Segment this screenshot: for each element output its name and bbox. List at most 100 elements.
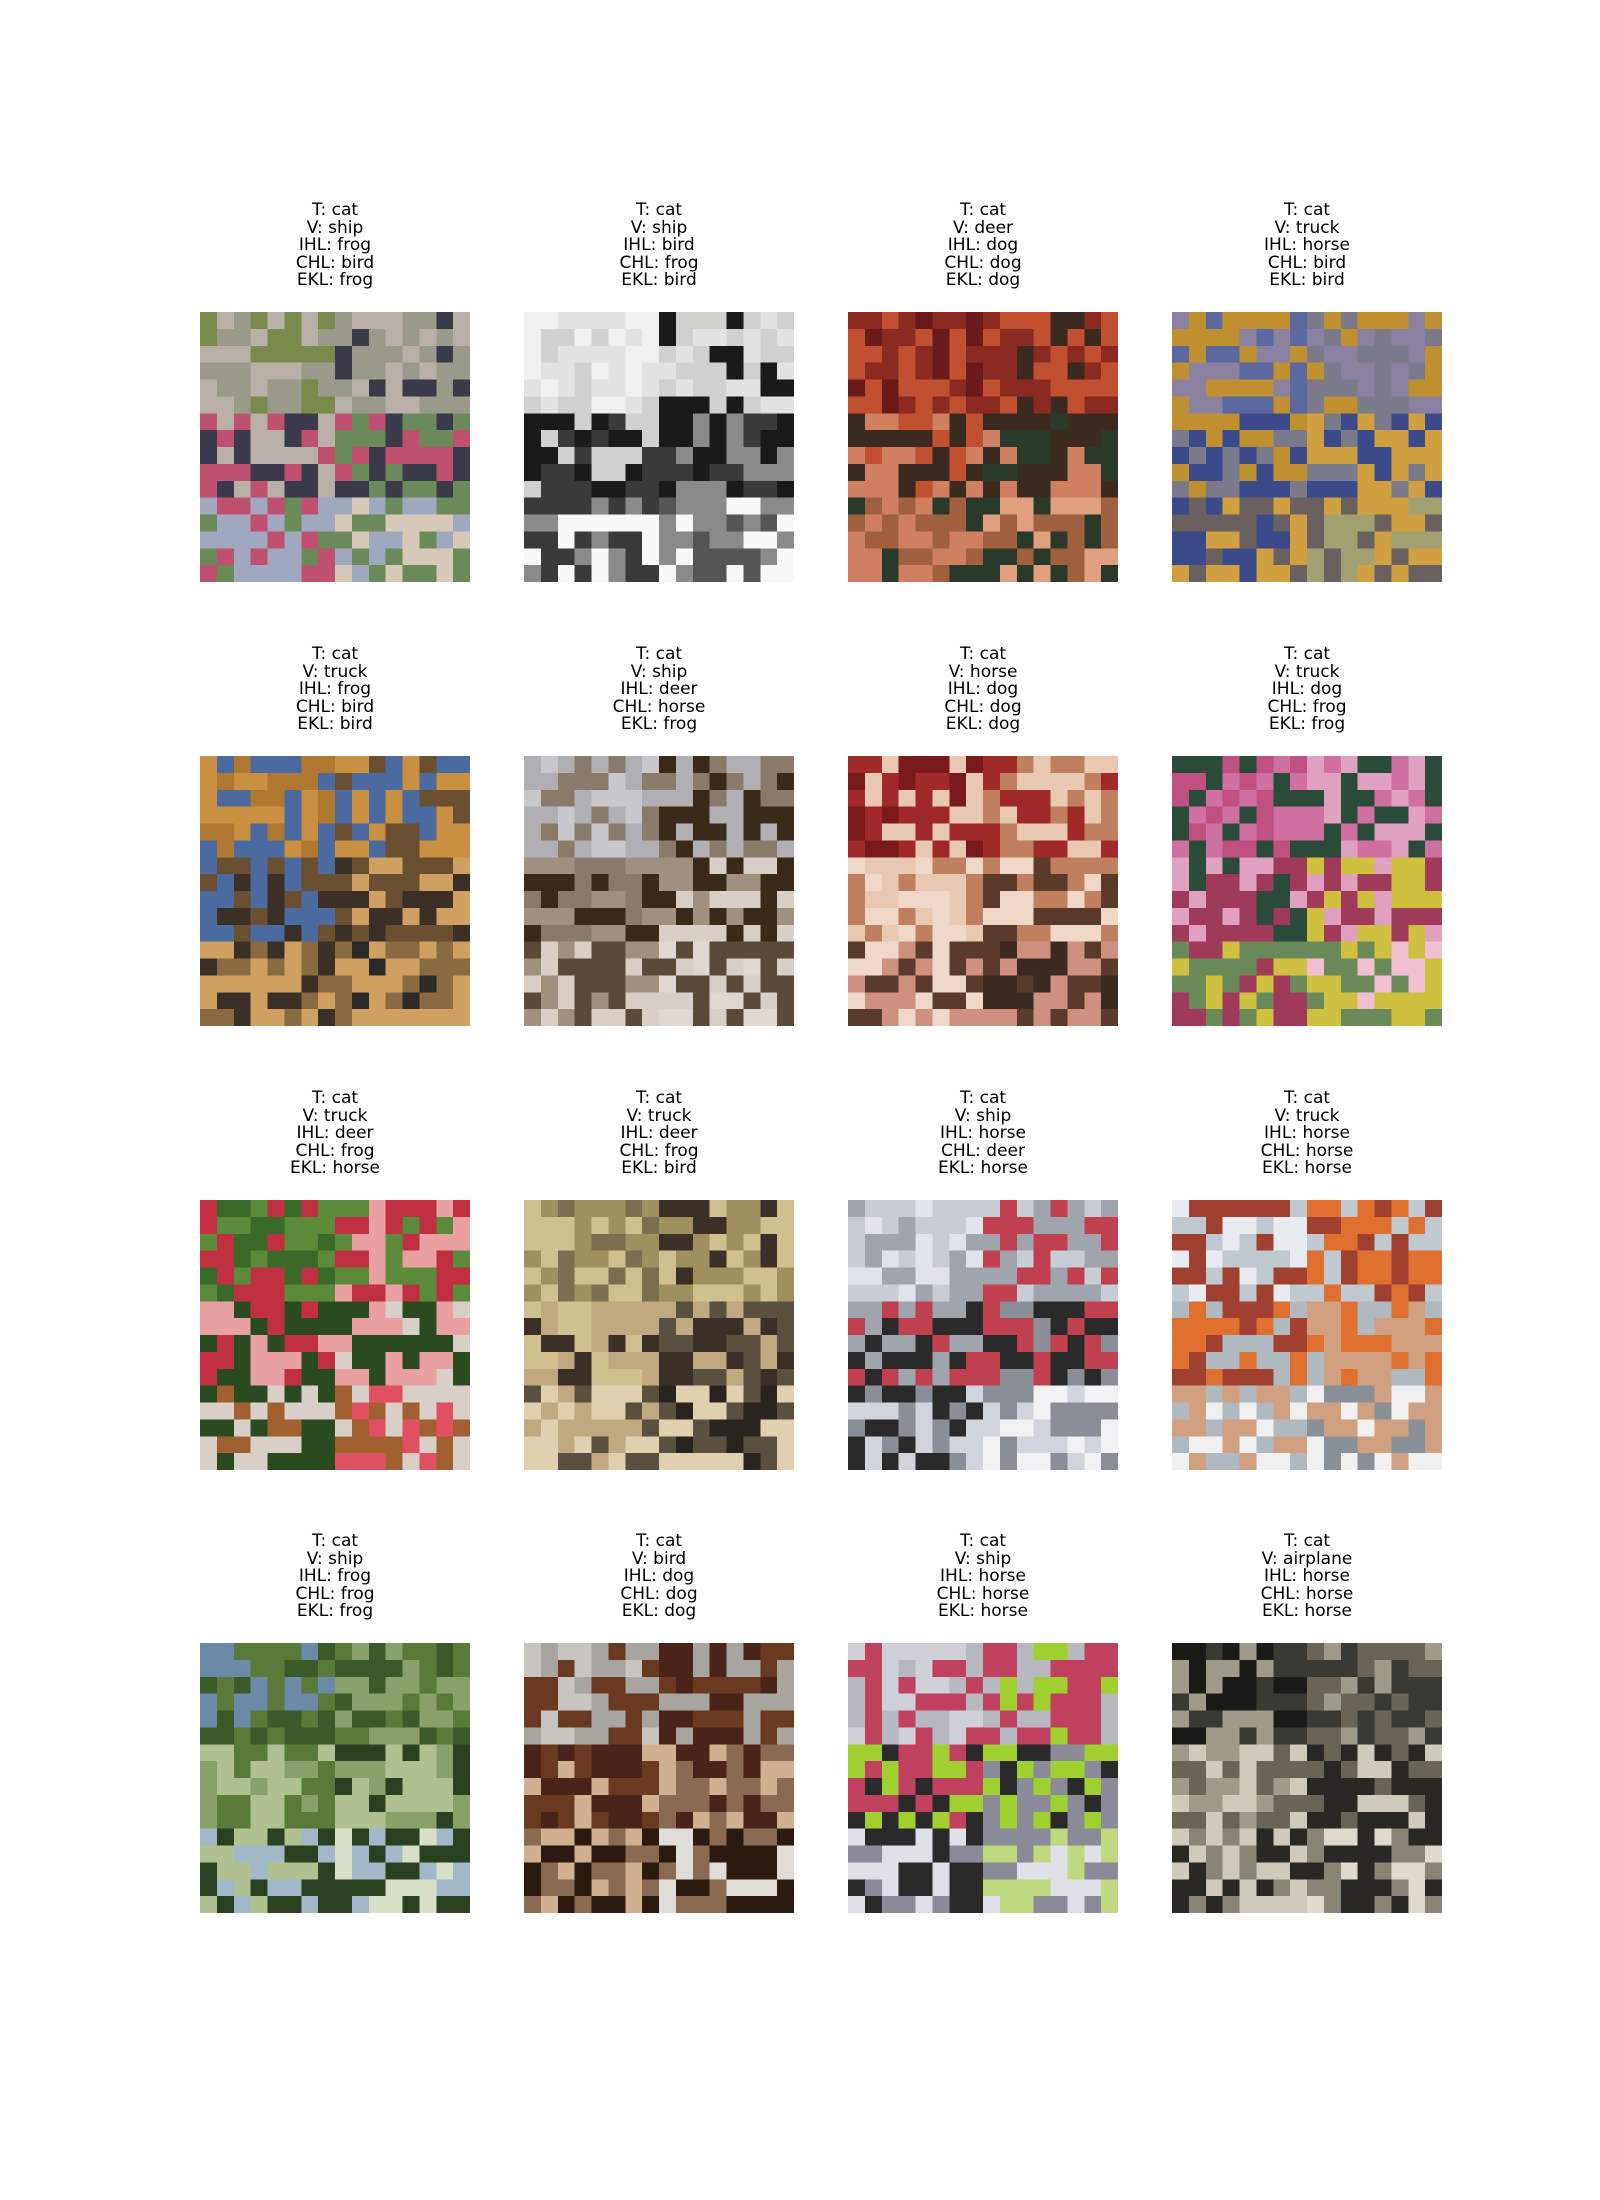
grid-cell: T: cat V: ship IHL: horse CHL: deer EKL: hor… xyxy=(848,1088,1118,1470)
cell-caption: T: cat V: truck IHL: dog CHL: frog EKL: frog xyxy=(1172,644,1442,734)
grid-cell: T: cat V: ship IHL: frog CHL: frog EKL: frog xyxy=(200,1531,470,1913)
thumbnail-image xyxy=(524,1643,794,1913)
grid-cell: T: cat V: ship IHL: bird CHL: frog EKL: bird xyxy=(524,200,794,582)
chl-label: CHL: frog xyxy=(1267,696,1347,717)
ihl-label: IHL: frog xyxy=(298,679,372,699)
cell-caption: T: cat V: ship IHL: deer CHL: horse EKL: fro… xyxy=(524,644,794,734)
v-label: V: horse xyxy=(948,661,1018,682)
chl-label: CHL: horse xyxy=(1260,1140,1354,1161)
true-label: T: cat xyxy=(1283,1531,1331,1551)
ekl-label: EKL: dog xyxy=(945,714,1021,734)
ekl-label: EKL: bird xyxy=(621,270,697,290)
v-label: V: ship xyxy=(306,1548,364,1569)
cell-caption: T: cat V: ship IHL: horse CHL: horse EKL: ho… xyxy=(848,1531,1118,1621)
ekl-label: EKL: dog xyxy=(945,270,1021,290)
grid-cell: T: cat V: truck IHL: horse CHL: horse EKL: h… xyxy=(1172,1089,1442,1470)
ekl-label: EKL: frog xyxy=(620,714,698,734)
thumbnail-image xyxy=(200,756,470,1026)
ekl-label: EKL: frog xyxy=(1268,714,1346,734)
ekl-label: EKL: bird xyxy=(621,1158,697,1178)
ihl-label: IHL: frog xyxy=(298,1566,372,1586)
chl-label: CHL: deer xyxy=(941,1140,1025,1161)
cell-caption: T: cat V: ship IHL: bird CHL: frog EKL: bird xyxy=(524,200,794,290)
grid-cell: T: cat V: ship IHL: deer CHL: horse EKL: fro… xyxy=(524,644,794,1026)
ihl-label: IHL: horse xyxy=(1264,235,1350,255)
ihl-label: IHL: bird xyxy=(623,235,695,255)
true-label: T: cat xyxy=(1283,200,1331,220)
grid-cell: T: cat V: deer IHL: dog CHL: dog EKL: dog xyxy=(848,200,1118,582)
v-label: V: ship xyxy=(630,661,688,682)
v-label: V: deer xyxy=(952,217,1014,238)
ekl-label: EKL: horse xyxy=(938,1601,1028,1621)
thumbnail-image xyxy=(200,1643,470,1913)
thumbnail-image xyxy=(524,1200,794,1470)
thumbnail-image xyxy=(848,312,1118,582)
grid-cell: T: cat V: bird IHL: dog CHL: dog EKL: dog xyxy=(524,1532,794,1913)
ihl-label: IHL: horse xyxy=(940,1566,1026,1586)
cell-caption: T: cat V: truck IHL: deer CHL: frog EKL: bir… xyxy=(524,1089,794,1178)
true-label: T: cat xyxy=(635,200,683,220)
thumbnail-image xyxy=(848,756,1118,1026)
ekl-label: EKL: bird xyxy=(1269,270,1345,290)
ekl-label: EKL: frog xyxy=(296,270,374,290)
ihl-label: IHL: deer xyxy=(620,1123,698,1143)
ihl-label: IHL: dog xyxy=(947,235,1019,255)
cell-caption: T: cat V: ship IHL: frog CHL: frog EKL: frog xyxy=(200,1531,470,1621)
thumbnail-image xyxy=(524,312,794,582)
v-label: V: bird xyxy=(631,1548,687,1569)
v-label: V: ship xyxy=(630,217,688,238)
true-label: T: cat xyxy=(311,1531,359,1551)
chl-label: CHL: dog xyxy=(620,1583,698,1604)
chl-label: CHL: bird xyxy=(1267,252,1347,273)
ihl-label: IHL: dog xyxy=(947,679,1019,699)
grid-cell: T: cat V: airplane IHL: horse CHL: horse EKL… xyxy=(1172,1531,1442,1913)
ekl-label: EKL: frog xyxy=(296,1601,374,1621)
grid-cell: T: cat V: ship IHL: frog CHL: bird EKL: frog xyxy=(200,201,470,582)
grid-cell: T: cat V: truck IHL: deer CHL: frog EKL: bir… xyxy=(524,1089,794,1470)
ihl-label: IHL: horse xyxy=(1264,1123,1350,1143)
ekl-label: EKL: horse xyxy=(1262,1158,1352,1178)
true-label: T: cat xyxy=(959,200,1007,220)
true-label: T: cat xyxy=(959,644,1007,664)
true-label: T: cat xyxy=(959,1531,1007,1551)
chl-label: CHL: horse xyxy=(936,1583,1030,1604)
chl-label: CHL: dog xyxy=(944,696,1022,717)
chl-label: CHL: dog xyxy=(944,252,1022,273)
ihl-label: IHL: dog xyxy=(1271,679,1343,699)
chl-label: CHL: frog xyxy=(619,1140,699,1161)
chl-label: CHL: frog xyxy=(295,1140,375,1161)
ihl-label: IHL: frog xyxy=(298,235,372,255)
thumbnail-image xyxy=(524,756,794,1026)
thumbnail-image xyxy=(848,1200,1118,1470)
thumbnail-image xyxy=(200,312,470,582)
true-label: T: cat xyxy=(1283,644,1331,664)
cell-caption: T: cat V: truck IHL: horse CHL: horse EKL: h… xyxy=(1172,1089,1442,1178)
true-label: T: cat xyxy=(635,644,683,664)
grid-cell: T: cat V: truck IHL: dog CHL: frog EKL: frog xyxy=(1172,644,1442,1026)
cell-caption: T: cat V: bird IHL: dog CHL: dog EKL: dog xyxy=(524,1532,794,1621)
true-label: T: cat xyxy=(959,1088,1007,1108)
thumbnail-image xyxy=(1172,1643,1442,1913)
v-label: V: truck xyxy=(1274,661,1340,682)
v-label: V: truck xyxy=(302,661,368,682)
thumbnail-image xyxy=(200,1200,470,1470)
ihl-label: IHL: deer xyxy=(296,1123,374,1143)
chl-label: CHL: bird xyxy=(295,252,375,273)
v-label: V: truck xyxy=(1274,217,1340,238)
grid-cell: T: cat V: ship IHL: horse CHL: horse EKL: ho… xyxy=(848,1531,1118,1913)
ekl-label: EKL: bird xyxy=(297,714,373,734)
v-label: V: airplane xyxy=(1261,1548,1353,1569)
ekl-label: EKL: horse xyxy=(1262,1601,1352,1621)
chl-label: CHL: bird xyxy=(295,696,375,717)
cell-caption: T: cat V: horse IHL: dog CHL: dog EKL: dog xyxy=(848,644,1118,734)
v-label: V: truck xyxy=(626,1105,692,1126)
true-label: T: cat xyxy=(311,1088,359,1108)
thumbnail-image xyxy=(1172,312,1442,582)
v-label: V: ship xyxy=(306,217,364,238)
cell-caption: T: cat V: truck IHL: frog CHL: bird EKL: bir… xyxy=(200,645,470,734)
chl-label: CHL: horse xyxy=(612,696,706,717)
cell-caption: T: cat V: truck IHL: horse CHL: bird EKL: bi… xyxy=(1172,200,1442,290)
cell-caption: T: cat V: truck IHL: deer CHL: frog EKL: hor… xyxy=(200,1088,470,1178)
ihl-label: IHL: horse xyxy=(940,1123,1026,1143)
